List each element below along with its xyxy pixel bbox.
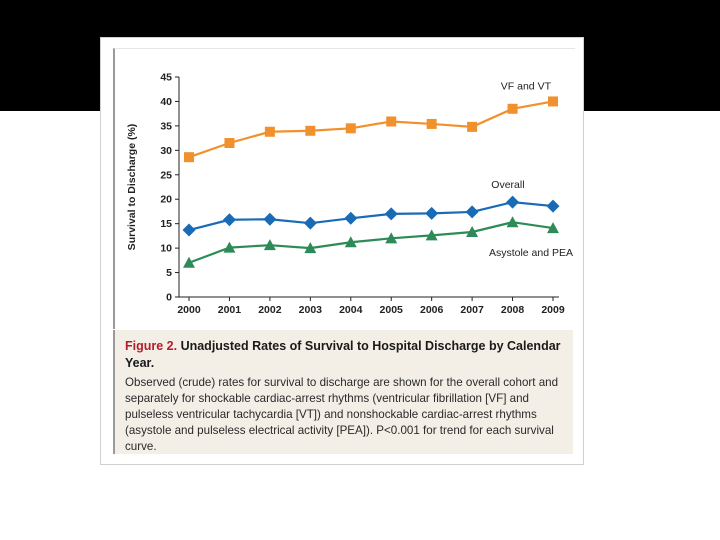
y-tick-label: 30 — [160, 145, 172, 157]
series-line — [188, 201, 554, 232]
data-point-triangle — [183, 256, 195, 268]
x-tick-label: 2009 — [541, 304, 565, 316]
chart-panel: 0 5 10 15 20 25 30 35 40 45 2000 2001 2002 2003 2004 20… — [113, 48, 575, 329]
data-point-square — [507, 103, 518, 114]
data-point-diamond — [182, 223, 196, 237]
caption-body: Observed (crude) rates for survival to d… — [125, 376, 559, 453]
data-point-square — [305, 125, 316, 136]
series-vf-and-vt: VF and VT — [184, 80, 558, 163]
y-tick-label: 15 — [160, 218, 172, 230]
data-point-square — [345, 123, 356, 134]
series-asystole-and-pea: Asystole and PEA — [183, 216, 573, 268]
series-label: Overall — [491, 179, 524, 191]
x-tick-label: 2004 — [339, 304, 363, 316]
y-tick-label: 10 — [160, 243, 172, 255]
data-point-triangle — [466, 225, 479, 237]
data-point-diamond — [506, 195, 520, 209]
data-point-square — [467, 121, 478, 132]
data-point-triangle — [263, 239, 276, 251]
x-tick-label: 2008 — [501, 304, 525, 316]
series-line — [188, 221, 554, 264]
data-point-square — [224, 138, 235, 148]
figure-caption: Figure 2. Unadjusted Rates of Survival t… — [113, 330, 573, 454]
y-tick-label: 25 — [160, 169, 172, 181]
caption-figure-label: Figure 2. — [125, 339, 178, 353]
data-point-triangle — [425, 229, 438, 241]
series-label: Asystole and PEA — [489, 247, 573, 259]
x-tick-label: 2000 — [177, 304, 201, 316]
data-point-diamond — [546, 199, 560, 213]
data-point-square — [426, 118, 437, 129]
series-label: VF and VT — [501, 80, 552, 92]
x-tick-label: 2003 — [299, 304, 323, 316]
data-point-triangle — [223, 241, 236, 253]
data-point-triangle — [344, 236, 357, 248]
data-point-triangle — [506, 216, 519, 228]
data-point-square — [264, 126, 275, 137]
data-point-diamond — [303, 216, 317, 230]
x-tick-label: 2002 — [258, 304, 282, 316]
x-tick-label: 2005 — [380, 304, 404, 316]
x-tick-label: 2006 — [420, 304, 444, 316]
y-axis-title: Survival to Discharge (%) — [126, 124, 138, 251]
x-tick-label: 2001 — [218, 304, 242, 316]
data-point-triangle — [547, 222, 559, 234]
data-point-diamond — [465, 205, 479, 219]
survival-line-chart: 0 5 10 15 20 25 30 35 40 45 2000 2001 2002 2003 2004 20… — [126, 72, 573, 317]
y-tick-label: 45 — [160, 72, 172, 84]
data-point-triangle — [304, 242, 317, 254]
figure-box: 0 5 10 15 20 25 30 35 40 45 2000 2001 2002 2003 2004 20… — [100, 37, 584, 465]
y-tick-label: 20 — [160, 194, 172, 206]
y-tick-label: 40 — [160, 96, 172, 108]
data-point-diamond — [384, 207, 398, 221]
caption-title-line: Figure 2. Unadjusted Rates of Survival t… — [125, 338, 563, 372]
series-line — [188, 100, 554, 159]
caption-title: Unadjusted Rates of Survival to Hospital… — [125, 339, 561, 370]
data-point-diamond — [344, 211, 358, 225]
data-point-square — [184, 152, 194, 163]
data-point-square — [386, 116, 397, 127]
data-point-triangle — [385, 232, 398, 244]
series-overall: Overall — [182, 179, 560, 237]
y-tick-label: 35 — [160, 120, 172, 132]
data-point-diamond — [222, 213, 236, 227]
x-tick-label: 2007 — [460, 304, 484, 316]
y-tick-label: 5 — [166, 267, 172, 279]
data-point-square — [548, 96, 558, 107]
data-point-diamond — [263, 212, 277, 226]
data-point-diamond — [425, 206, 439, 220]
y-tick-label: 0 — [166, 292, 172, 304]
